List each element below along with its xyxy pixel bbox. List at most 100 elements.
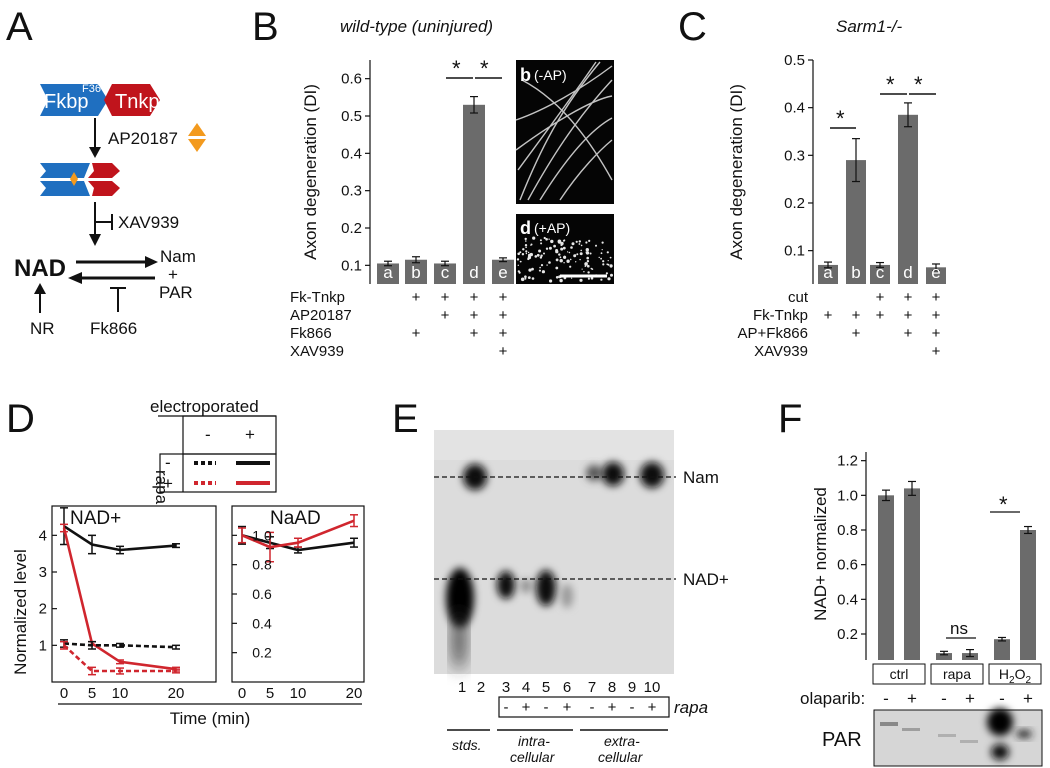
intra-label-1: intra- — [518, 733, 550, 749]
bar — [846, 160, 866, 284]
bar-letter: a — [383, 263, 393, 282]
axon-fragment — [560, 247, 564, 251]
axon-fragment — [524, 244, 528, 247]
par-label: PAR — [822, 729, 862, 751]
xav939-label: XAV939 — [118, 213, 179, 232]
bar — [492, 259, 514, 284]
nam-spot — [586, 465, 602, 481]
axon-fragment — [559, 278, 563, 283]
condition-plus: + — [904, 307, 913, 324]
panel-d: D electroporated - + rapa - + NAD+ NaAD … — [6, 397, 365, 728]
panel-d-xlabel: Time (min) — [170, 709, 251, 728]
axon-fragment — [531, 267, 534, 271]
nad-marker-label: NAD+ — [683, 570, 729, 589]
fkbp-label: Fkbp — [44, 91, 88, 113]
series-line — [241, 534, 355, 552]
axon-fragment — [609, 264, 613, 268]
axon-fragment — [581, 268, 583, 270]
axon-fragment — [601, 241, 604, 244]
axon-fragment — [607, 260, 609, 262]
olaparib-sign: - — [883, 689, 889, 708]
axon-fragment — [570, 246, 573, 249]
inset-d-label: (+AP) — [534, 220, 570, 236]
axon-fragment — [528, 268, 532, 272]
condition-plus: + — [470, 289, 479, 306]
axon-fragment — [518, 271, 521, 274]
y-tick-label: 0.5 — [341, 108, 362, 125]
axon-fragment — [576, 253, 579, 256]
condition-plus: + — [932, 307, 941, 324]
panel-c-ticks: 0.1 0.2 0.3 0.4 0.5 — [784, 52, 813, 260]
axon-fragment — [557, 239, 562, 244]
axon-fragment — [555, 258, 559, 262]
y-tick-label: 0.3 — [784, 147, 805, 164]
significance-star: * — [836, 106, 845, 131]
y-tick-label: 0.2 — [341, 220, 362, 237]
rapa-sign: + — [522, 699, 531, 716]
axon-fragment — [527, 251, 530, 254]
condition-plus: + — [412, 325, 421, 342]
y-tick-label: 0.6 — [252, 586, 272, 602]
bar-letter: d — [469, 263, 478, 282]
axon-fragment — [580, 249, 582, 252]
significance-star: * — [480, 56, 489, 81]
nam-spot — [602, 462, 624, 486]
rapa-sign: - — [504, 699, 509, 716]
olaparib-sign: + — [907, 689, 917, 708]
axon-fragment — [563, 262, 565, 264]
ns-label: ns — [950, 619, 968, 638]
dimer-shape — [40, 163, 120, 196]
x-tick-label: 10 — [290, 685, 307, 702]
axon-fragment — [516, 258, 520, 261]
panel-f-ticks: 0.2 0.4 0.6 0.8 1.0 1.2 — [837, 453, 866, 643]
stds-label: stds. — [452, 737, 482, 753]
axon-fragment — [567, 251, 569, 253]
bar — [926, 267, 946, 284]
axon-fragment — [555, 250, 559, 254]
axon-fragment — [602, 260, 605, 263]
axon-fragment — [530, 243, 533, 246]
significance-star: * — [452, 56, 461, 81]
x-tick-label: 5 — [266, 685, 274, 702]
panel-a: A Fkbp F36V Tnkp AP20187 XAV939 NAD — [6, 5, 206, 338]
naad-plot-series — [238, 514, 358, 563]
bar-letter: b — [851, 263, 860, 282]
rapa-signs: - + - + - + - + — [504, 699, 657, 716]
condition-plus: + — [499, 325, 508, 342]
rapa-sign: + — [563, 699, 572, 716]
extra-label-1: extra- — [604, 733, 640, 749]
bar-letter: e — [931, 263, 940, 282]
legend-col-minus: - — [205, 425, 211, 444]
x-tick-label: 20 — [168, 685, 185, 702]
tlc-spots — [446, 462, 664, 670]
fragmented-axon-dots — [516, 236, 613, 283]
axon-fragment — [559, 259, 563, 263]
bar-letter: b — [411, 263, 420, 282]
blot-bands — [880, 708, 1032, 760]
axon-fragment — [525, 246, 527, 249]
axon-fragment — [606, 263, 608, 266]
nad-spot — [497, 571, 515, 599]
condition-plus: + — [441, 289, 450, 306]
lane-number: 1 — [458, 679, 466, 696]
condition-plus: + — [470, 307, 479, 324]
axon-fragment — [585, 251, 587, 253]
y-tick-label: 0.4 — [784, 100, 805, 117]
axon-fragment — [586, 256, 589, 260]
panel-d-letter: D — [6, 397, 35, 441]
condition-label: cut — [788, 289, 809, 306]
x-tick-label: 10 — [112, 685, 129, 702]
group-label-h2o2: H2O2 — [999, 666, 1032, 686]
axon-fragment — [559, 256, 562, 259]
x-tick-label: 0 — [60, 685, 68, 702]
condition-plus: + — [824, 307, 833, 324]
axon-fragment — [548, 238, 550, 240]
bar — [405, 259, 427, 284]
intra-label-2: cellular — [510, 749, 556, 765]
inset-d-letter: d — [520, 218, 531, 238]
axon-fragment — [579, 252, 583, 256]
panel-f-bars — [878, 480, 1036, 660]
axon-fragment — [602, 263, 605, 266]
